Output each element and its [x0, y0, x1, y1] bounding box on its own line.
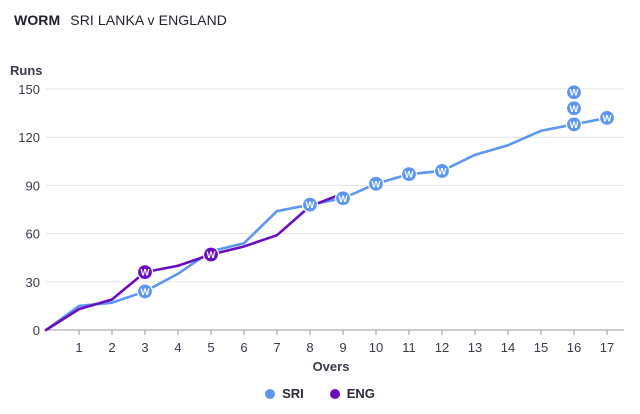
y-tick-label: 30 — [26, 275, 40, 290]
legend-label: SRI — [282, 386, 304, 401]
wicket-marker-eng — [202, 246, 220, 263]
chart-type-label: WORM — [14, 12, 61, 28]
legend-swatch — [265, 388, 276, 399]
match-title: SRI LANKA v ENGLAND — [70, 12, 228, 28]
x-tick-label: 3 — [141, 340, 148, 355]
x-tick-label: 17 — [600, 340, 614, 355]
wicket-label: W — [207, 250, 216, 261]
x-tick-label: 12 — [435, 340, 449, 355]
wicket-label: W — [405, 170, 414, 181]
series-line-eng — [44, 192, 345, 332]
y-tick-label: 150 — [18, 82, 40, 97]
wicket-label: W — [603, 113, 612, 124]
y-axis-title: Runs — [10, 63, 43, 78]
wicket-label: W — [570, 120, 579, 131]
legend-item-sri[interactable]: SRI — [265, 386, 304, 401]
wicket-marker-sri — [433, 162, 451, 180]
wicket-label: W — [438, 166, 447, 177]
legend-item-eng[interactable]: ENG — [329, 386, 375, 401]
wicket-marker-sri — [136, 283, 154, 300]
chart-header: WORM SRI LANKA v ENGLAND — [14, 12, 227, 28]
y-tick-label: 60 — [26, 227, 40, 242]
x-tick-label: 8 — [306, 340, 313, 355]
wicket-marker-sri — [598, 109, 616, 127]
x-tick-label: 1 — [75, 340, 82, 355]
x-tick-label: 2 — [108, 340, 115, 355]
x-tick-label: 14 — [501, 340, 515, 355]
wicket-marker-sri — [565, 84, 583, 101]
x-tick-label: 6 — [240, 340, 247, 355]
x-tick-label: 10 — [369, 340, 383, 355]
wicket-marker-eng — [136, 264, 154, 281]
x-tick-label: 15 — [534, 340, 548, 355]
chart-legend: SRI ENG — [0, 386, 640, 401]
x-tick-label: 16 — [567, 340, 581, 355]
wicket-label: W — [141, 268, 150, 279]
x-tick-label: 7 — [273, 340, 280, 355]
wicket-label: W — [372, 179, 381, 190]
wicket-marker-sri — [334, 190, 352, 207]
wicket-label: W — [306, 200, 315, 211]
wicket-marker-sri — [400, 166, 418, 183]
wicket-marker-sri — [367, 175, 385, 192]
wicket-label: W — [570, 88, 579, 99]
x-tick-label: 5 — [207, 340, 214, 355]
wicket-marker-sri — [301, 196, 319, 213]
wicket-label: W — [570, 104, 579, 115]
x-tick-label: 13 — [468, 340, 482, 355]
wicket-label: W — [339, 194, 348, 205]
x-axis-title: Overs — [313, 359, 350, 374]
y-tick-label: 90 — [26, 178, 40, 193]
x-tick-label: 4 — [174, 340, 181, 355]
series-line-sri — [44, 116, 609, 332]
wicket-label: W — [141, 287, 150, 298]
x-tick-label: 11 — [402, 340, 416, 355]
y-tick-label: 0 — [33, 323, 40, 338]
wicket-marker-sri — [565, 116, 583, 133]
legend-label: ENG — [346, 386, 375, 401]
legend-swatch — [329, 388, 340, 399]
wicket-marker-sri — [565, 100, 583, 117]
y-tick-label: 120 — [18, 130, 40, 145]
x-tick-label: 9 — [339, 340, 346, 355]
